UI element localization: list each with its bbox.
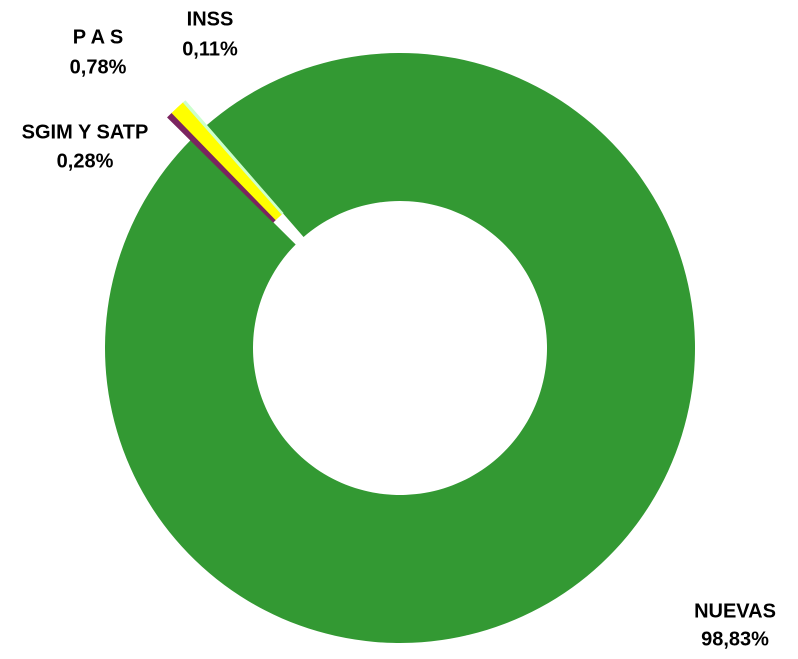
slice-label: SGIM Y SATP (22, 121, 149, 143)
slice (182, 100, 284, 215)
slice-value: 0,11% (182, 38, 238, 60)
slice-label: NUEVAS (694, 600, 776, 622)
slice-label: P A S (73, 26, 123, 48)
slice (167, 112, 277, 223)
slice (105, 52, 696, 644)
slice-value: 98,83% (701, 628, 769, 650)
slice-value: 0,78% (70, 56, 127, 78)
slice-label: INSS (187, 8, 234, 30)
slice (171, 102, 283, 221)
slice-value: 0,28% (57, 150, 114, 172)
